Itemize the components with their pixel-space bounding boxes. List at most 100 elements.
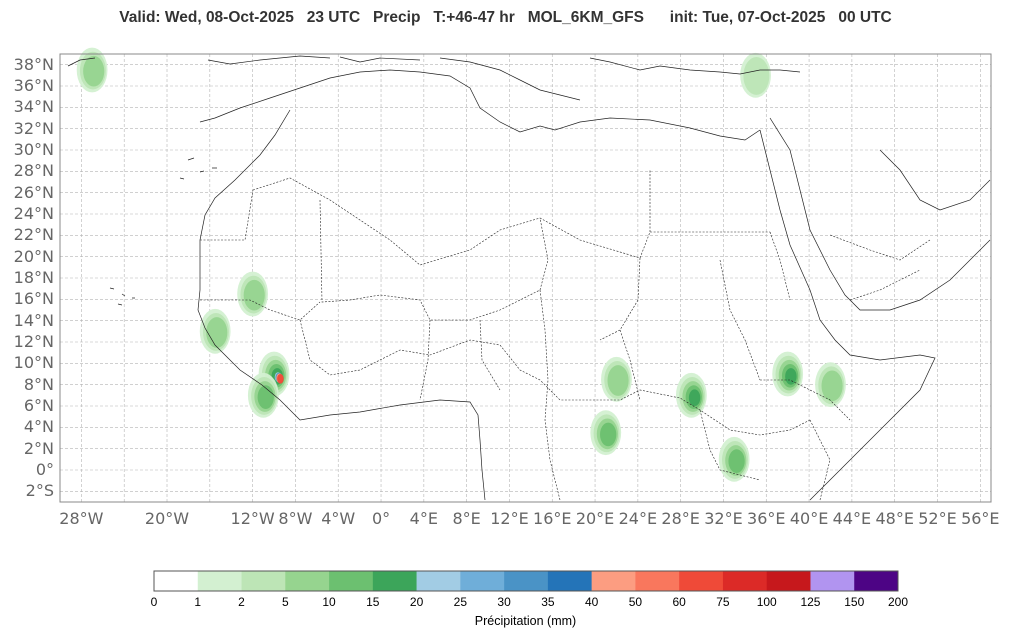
colorbar-bin — [329, 571, 374, 591]
colorbar-bin — [854, 571, 899, 591]
arabian-coast — [769, 117, 991, 311]
lon-label: 52°E — [918, 509, 957, 528]
lon-label: 44°E — [832, 509, 872, 528]
precip-area — [601, 356, 632, 402]
colorbar-bin — [197, 571, 242, 591]
precip-cell — [785, 368, 797, 385]
lat-label: 10°N — [13, 353, 54, 373]
colorbar — [153, 570, 899, 592]
colorbar-bin — [810, 571, 855, 591]
precip-cell — [688, 389, 701, 407]
colorbar-bin — [460, 571, 505, 591]
precip-area — [675, 372, 707, 418]
lat-label: 22°N — [13, 225, 54, 245]
lat-label: 26°N — [13, 182, 54, 202]
coastline-layer — [67, 55, 991, 501]
lat-label: 8°N — [23, 374, 54, 394]
africa-west-coast — [197, 109, 486, 501]
precip-cell — [277, 374, 284, 384]
colorbar-bin — [635, 571, 680, 591]
colorbar-bin — [372, 571, 417, 591]
lon-label: 8°W — [278, 509, 313, 528]
lon-label: 0° — [371, 509, 391, 528]
lon-label: 28°E — [661, 509, 700, 528]
colorbar-tick: 5 — [281, 595, 289, 609]
colorbar-bin — [416, 571, 461, 591]
lat-label: 20°N — [13, 246, 54, 266]
precip-area — [199, 308, 231, 354]
colorbar-tick: 200 — [887, 595, 909, 609]
lat-label: 30°N — [13, 140, 54, 159]
colorbar-tick: 1 — [194, 595, 202, 609]
lat-label: 18°N — [13, 268, 54, 287]
lon-label: 20°W — [144, 509, 190, 528]
lat-label: 6°N — [23, 396, 54, 415]
lat-label: 4°N — [23, 417, 54, 437]
colorbar-bin — [766, 571, 811, 591]
border-central — [419, 257, 761, 501]
europe-coast — [67, 55, 801, 101]
lon-label: 8°E — [452, 509, 481, 528]
precip-area — [76, 47, 108, 93]
lon-label: 16°E — [533, 509, 572, 528]
colorbar-tick: 40 — [584, 595, 599, 609]
precip-area — [815, 362, 846, 408]
colorbar-tick: 30 — [497, 595, 511, 609]
lat-label: 36°N — [13, 76, 54, 95]
colorbar-tick: 10 — [322, 595, 336, 609]
lon-label: 36°E — [747, 509, 786, 528]
lon-label: 40°E — [789, 509, 829, 528]
lon-label: 32°E — [704, 509, 743, 528]
colorbar-tick: 2 — [238, 595, 245, 609]
precip-cell — [257, 385, 274, 409]
precip-area — [237, 271, 269, 317]
precip-cell — [83, 55, 105, 87]
canary-islands — [179, 157, 217, 180]
precip-cell — [206, 317, 228, 348]
border-sahara-1 — [252, 177, 770, 266]
colorbar-tick: 15 — [366, 595, 380, 609]
lat-label: 12°N — [13, 332, 54, 351]
colorbar-bin — [547, 571, 592, 591]
lon-label: 4°E — [409, 509, 438, 528]
precip-cell — [600, 422, 617, 447]
precip-area — [740, 52, 771, 98]
precip-area — [718, 436, 750, 482]
lon-label: 28°W — [59, 509, 104, 528]
cape-verde-islands — [109, 287, 135, 306]
colorbar-tick: 0 — [150, 595, 158, 609]
red-sea-east-africa — [759, 129, 936, 501]
lat-label: 2°N — [23, 438, 54, 458]
lon-label: 4°W — [321, 509, 356, 528]
precip-cell — [743, 57, 770, 95]
colorbar-bin — [285, 571, 330, 591]
colorbar-tick: 125 — [800, 595, 821, 609]
colorbar-bin — [722, 571, 768, 591]
precip-cell — [243, 279, 265, 311]
colorbar-frame — [153, 570, 899, 592]
colorbar-bin — [154, 571, 199, 591]
colorbar-bin — [591, 571, 636, 591]
graticule-grid — [60, 54, 991, 502]
lon-label: 12°E — [490, 509, 529, 528]
lon-label: 20°E — [575, 509, 615, 528]
lat-label: 24°N — [13, 204, 54, 223]
colorbar-tick: 35 — [541, 595, 555, 609]
colorbar-tick: 20 — [409, 595, 424, 609]
colorbar-bin — [504, 571, 549, 591]
border-sahel — [200, 189, 811, 436]
border-sahara-2 — [319, 199, 549, 321]
precip-cell — [821, 370, 843, 402]
colorbar-bin — [679, 571, 724, 591]
colorbar-tick: 25 — [453, 595, 468, 609]
colorbar-tick: 60 — [672, 595, 686, 609]
map-title: Valid: Wed, 08-Oct-2025 23 UTC Precip T:… — [119, 9, 892, 26]
colorbar-tick: 75 — [716, 595, 730, 609]
lat-label: 28°N — [13, 161, 54, 181]
lon-label: 24°E — [618, 509, 658, 528]
border-arabia — [829, 234, 931, 301]
lat-label: 14°N — [13, 310, 54, 330]
lon-label: 48°E — [875, 509, 914, 528]
precip-cell — [728, 449, 745, 473]
